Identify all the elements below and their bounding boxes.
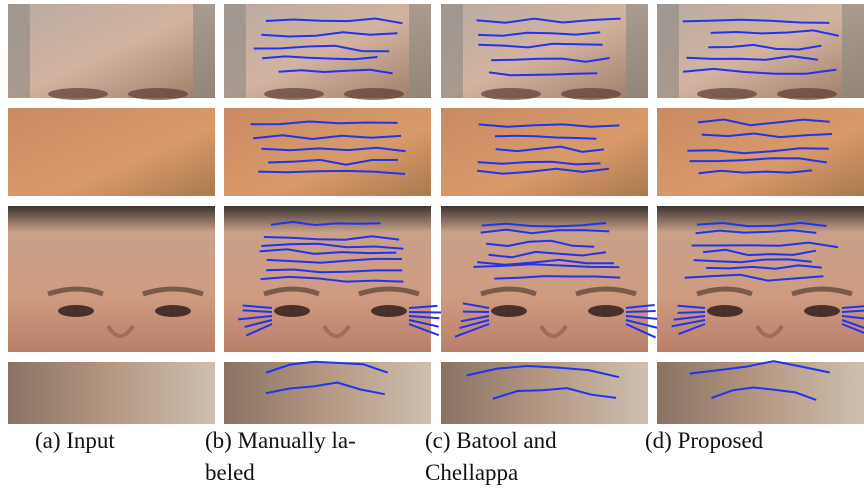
caption-line: (a) Input xyxy=(35,428,115,453)
hair xyxy=(657,4,679,98)
photo xyxy=(224,108,431,196)
photo xyxy=(8,108,215,196)
photo-panel xyxy=(8,206,215,352)
figure: (a) Input (b) Manually la-beled (c) Batool… xyxy=(0,0,864,496)
photo xyxy=(441,362,648,424)
photo xyxy=(441,108,648,196)
hair xyxy=(8,4,30,98)
hair xyxy=(626,4,648,98)
eye-shadow xyxy=(48,88,108,100)
photo-panel xyxy=(8,362,215,424)
eye xyxy=(274,305,310,317)
caption-line: beled xyxy=(205,460,255,485)
caption-line: (c) Batool and xyxy=(425,428,557,453)
wrinkle-line xyxy=(678,312,705,313)
eye xyxy=(155,305,191,317)
eye-shadow xyxy=(128,88,188,100)
photo-panel xyxy=(8,108,215,196)
caption-line: Chellappa xyxy=(425,460,518,485)
photo-panel xyxy=(8,4,215,100)
hair xyxy=(224,4,246,98)
photo xyxy=(657,362,864,424)
eye xyxy=(491,305,527,317)
eye-shadow xyxy=(777,88,837,100)
eye xyxy=(804,305,840,317)
photo-panel xyxy=(224,362,431,424)
photo xyxy=(224,4,431,98)
hair xyxy=(409,4,431,98)
wrinkle-line xyxy=(626,311,656,312)
photo-panel xyxy=(657,4,864,100)
photo-panel xyxy=(224,108,431,196)
eye-shadow xyxy=(697,88,757,100)
captions: (a) Input (b) Manually la-beled (c) Batool… xyxy=(35,428,764,485)
eye-shadow xyxy=(264,88,324,100)
eye xyxy=(707,305,743,317)
eye-shadow xyxy=(481,88,541,100)
image-grid xyxy=(8,4,864,424)
photo-panel xyxy=(441,362,648,424)
photo xyxy=(224,362,431,424)
hair xyxy=(441,4,463,98)
eye xyxy=(588,305,624,317)
caption-line: (b) Manually la- xyxy=(205,428,356,453)
photo-panel xyxy=(657,108,864,196)
eye xyxy=(58,305,94,317)
photo xyxy=(657,4,864,98)
photo-panel xyxy=(657,206,864,352)
hair xyxy=(842,4,864,98)
caption-line: (d) Proposed xyxy=(645,428,764,453)
photo-panel xyxy=(441,4,648,100)
photo xyxy=(8,4,215,98)
photo-panel xyxy=(224,4,431,100)
eye xyxy=(371,305,407,317)
photo xyxy=(8,362,215,424)
eye-shadow xyxy=(344,88,404,100)
photo-panel xyxy=(224,206,442,352)
hair xyxy=(193,4,215,98)
photo-panel xyxy=(441,108,648,196)
photo-panel xyxy=(441,206,659,352)
photo-panel xyxy=(657,361,864,424)
eye-shadow xyxy=(561,88,621,100)
